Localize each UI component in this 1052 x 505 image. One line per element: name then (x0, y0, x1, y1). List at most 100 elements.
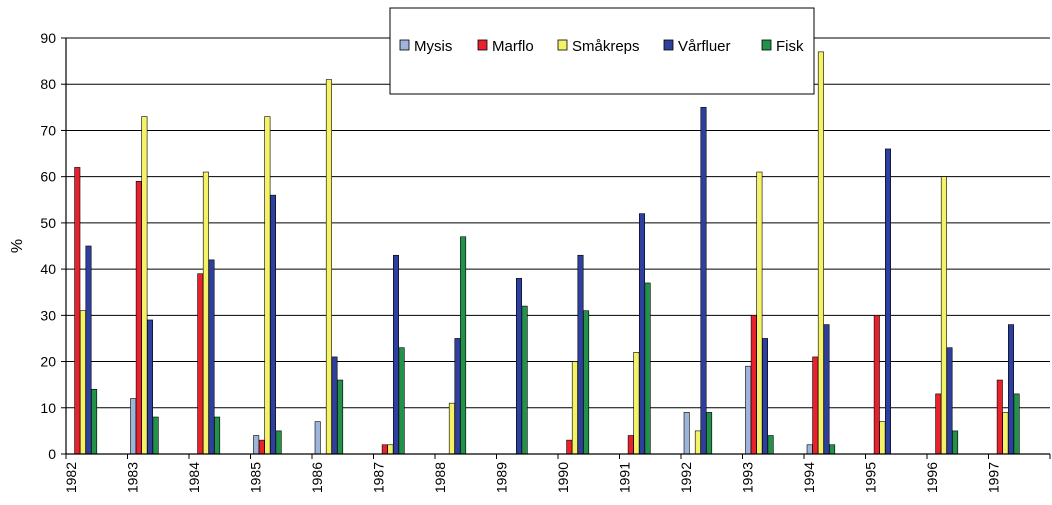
bar-småkreps-1997 (1002, 412, 1009, 455)
bar-småkreps-1994 (817, 51, 824, 455)
bar-småkreps-1984 (202, 171, 209, 455)
bar-fisk-1989 (521, 305, 528, 455)
bar-småkreps-1985 (264, 116, 271, 455)
bar-fisk-1985 (275, 430, 282, 455)
bar-marflo-1991 (627, 435, 634, 455)
x-tick-label: 1987 (371, 462, 387, 493)
x-tick-label: 1995 (863, 462, 879, 493)
x-tick-label: 1997 (986, 462, 1002, 493)
x-tick-label: 1982 (63, 462, 79, 493)
axes (65, 38, 1051, 459)
bar-vårfluer-1994 (823, 324, 830, 455)
bar-fisk-1986 (337, 379, 344, 455)
bar-småkreps-1990 (571, 361, 578, 455)
x-tick-label: 1986 (309, 462, 325, 493)
bar-fisk-1993 (767, 435, 774, 455)
bar-småkreps-1991 (633, 352, 640, 455)
bar-småkreps-1986 (325, 79, 332, 455)
bar-vårfluer-1985 (269, 194, 276, 455)
legend-swatch-mysis (399, 39, 410, 51)
bar-småkreps-1996 (940, 176, 947, 455)
bar-mysis-1994 (806, 444, 813, 455)
bar-marflo-1987 (381, 444, 388, 455)
bar-vårfluer-1995 (884, 148, 891, 455)
legend-swatch-fisk (761, 39, 772, 51)
bar-mysis-1985 (253, 435, 260, 455)
bar-mysis-1992 (683, 412, 690, 455)
bar-småkreps-1988 (448, 402, 455, 455)
bar-vårfluer-1983 (147, 319, 154, 455)
y-axis-title: % (9, 239, 26, 253)
bar-mysis-1993 (745, 365, 752, 455)
x-tick-label: 1989 (494, 462, 510, 493)
bar-marflo-1995 (873, 315, 880, 455)
legend-box (389, 7, 815, 95)
bar-vårfluer-1990 (577, 254, 584, 455)
bar-småkreps-1982 (79, 310, 86, 455)
bar-vårfluer-1982 (85, 245, 92, 455)
bar-vårfluer-1996 (946, 347, 953, 455)
legend-label-marflo: Marflo (492, 38, 534, 55)
bar-vårfluer-1989 (515, 278, 522, 455)
bar-småkreps-1987 (387, 444, 394, 455)
bars (74, 51, 1020, 455)
y-tick-label: 30 (40, 307, 56, 323)
bar-fisk-1994 (829, 444, 836, 455)
x-tick-label: 1991 (617, 462, 633, 493)
bar-fisk-1983 (152, 416, 159, 455)
legend-label-småkreps: Småkreps (572, 38, 640, 55)
y-tick-labels: 0 10 20 30 40 50 60 70 80 90 (40, 30, 56, 462)
y-tick-label: 90 (40, 30, 56, 46)
x-tick-label: 1992 (678, 462, 694, 493)
bar-marflo-1983 (135, 180, 142, 455)
bar-vårfluer-1992 (700, 107, 707, 455)
x-tick-label: 1996 (924, 462, 940, 493)
y-tick-label: 50 (40, 215, 56, 231)
bar-vårfluer-1997 (1007, 324, 1014, 455)
bar-marflo-1997 (996, 379, 1003, 455)
bar-vårfluer-1986 (331, 356, 338, 455)
bar-mysis-1983 (130, 398, 137, 455)
bar-fisk-1992 (706, 412, 713, 455)
bar-marflo-1994 (812, 356, 819, 455)
x-tick-label: 1984 (186, 462, 202, 493)
bar-marflo-1982 (74, 167, 81, 455)
bar-vårfluer-1984 (208, 259, 215, 455)
y-tick-label: 40 (40, 261, 56, 277)
legend-label-vårfluer: Vårfluer (678, 38, 731, 55)
legend-label-mysis: Mysis (414, 38, 452, 55)
bar-marflo-1996 (935, 393, 942, 455)
bar-fisk-1982 (91, 388, 98, 455)
bar-fisk-1991 (644, 282, 651, 455)
legend: Mysis Marflo Småkreps Vårfluer Fisk (389, 7, 815, 95)
y-tick-label: 70 (40, 122, 56, 138)
bar-marflo-1984 (197, 273, 204, 455)
y-tick-label: 60 (40, 169, 56, 185)
bar-marflo-1990 (566, 439, 573, 455)
bar-vårfluer-1993 (761, 338, 768, 455)
bar-fisk-1984 (214, 416, 221, 455)
x-tick-labels: 1982 1983 1984 1985 1986 1987 1988 1989 1990 1991… (63, 462, 1002, 493)
bar-vårfluer-1991 (638, 213, 645, 455)
legend-swatch-vårfluer (663, 39, 674, 51)
x-tick-label: 1985 (248, 462, 264, 493)
bar-fisk-1988 (460, 236, 467, 455)
bar-mysis-1986 (314, 421, 321, 455)
bar-marflo-1985 (258, 439, 265, 455)
bar-fisk-1996 (952, 430, 959, 455)
legend-swatch-marflo (477, 39, 488, 51)
bar-vårfluer-1988 (454, 338, 461, 455)
bar-marflo-1993 (750, 315, 757, 455)
x-tick-label: 1993 (740, 462, 756, 493)
legend-swatch-småkreps (557, 39, 568, 51)
bar-fisk-1987 (398, 347, 405, 455)
y-tick-label: 0 (48, 446, 56, 462)
x-tick-label: 1994 (801, 462, 817, 493)
bar-småkreps-1992 (694, 430, 701, 455)
x-tick-label: 1988 (432, 462, 448, 493)
bar-småkreps-1993 (756, 171, 763, 455)
x-tick-label: 1990 (555, 462, 571, 493)
bar-vårfluer-1987 (392, 254, 399, 455)
y-tick-label: 20 (40, 354, 56, 370)
